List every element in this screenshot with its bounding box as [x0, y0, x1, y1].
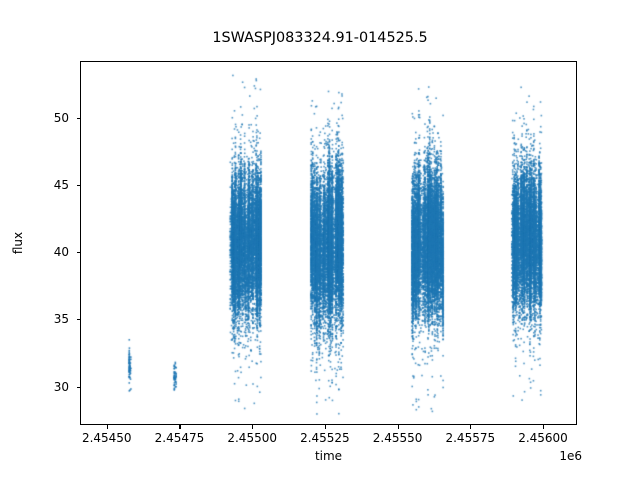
x-tick-mark [470, 425, 472, 429]
y-tick-label: 45 [53, 177, 69, 192]
x-tick-mark [324, 425, 326, 429]
x-tick-mark [543, 425, 545, 429]
x-tick-mark [252, 425, 254, 429]
x-axis-offset-text: 1e6 [559, 449, 582, 463]
y-axis-label: flux [11, 231, 25, 255]
x-tick-mark [106, 425, 108, 429]
x-tick-label: 2.45525 [300, 431, 350, 445]
scatter-data-layer [81, 62, 576, 424]
x-tick-label: 2.45475 [154, 431, 205, 445]
y-tick-label: 50 [53, 110, 69, 125]
y-tick-label: 40 [53, 245, 69, 260]
x-tick-mark [397, 425, 399, 429]
plot-axes-area [80, 61, 577, 425]
x-tick-label: 2.45450 [81, 431, 132, 445]
x-axis-label: time [314, 449, 343, 463]
y-tick-mark [76, 319, 80, 321]
y-tick-mark [76, 252, 80, 254]
y-tick-label: 35 [53, 312, 69, 327]
x-tick-label: 2.45575 [445, 431, 496, 445]
y-tick-label: 30 [53, 379, 69, 394]
x-tick-label: 2.45550 [372, 431, 423, 445]
x-tick-label: 2.45500 [227, 431, 277, 445]
x-tick-label: 2.45600 [518, 431, 568, 445]
y-tick-mark [76, 386, 80, 388]
y-tick-mark [76, 117, 80, 119]
chart-title: 1SWASPJ083324.91-014525.5 [212, 30, 428, 46]
x-tick-mark [179, 425, 181, 429]
y-tick-mark [76, 184, 80, 186]
